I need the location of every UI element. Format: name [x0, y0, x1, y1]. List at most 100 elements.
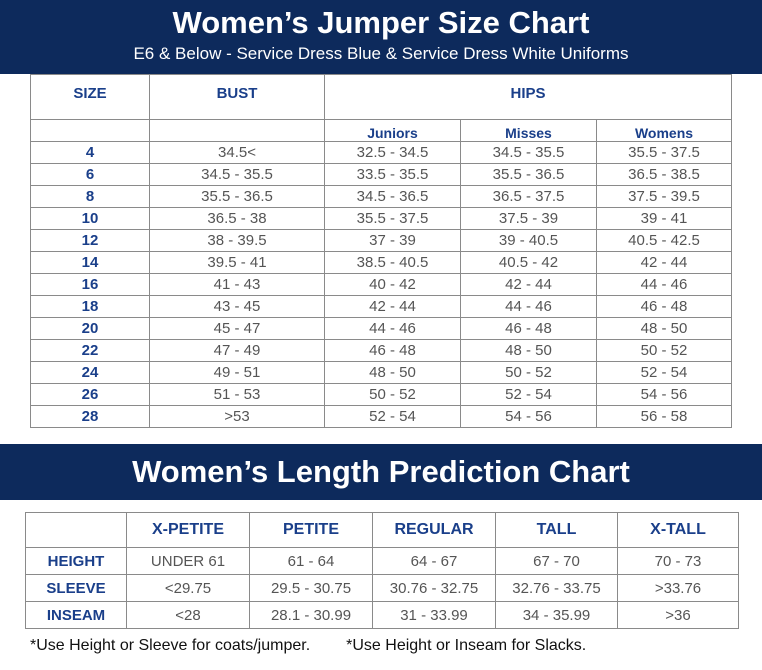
measurement-cell: 56 - 58 [595, 405, 733, 428]
measurement-cell: 40 - 42 [324, 273, 461, 296]
measurement-cell: 35.5 - 36.5 [460, 163, 597, 186]
jumper-size-table: SIZE BUST HIPS Juniors Misses Womens 4 34… [30, 74, 733, 428]
measurement-cell: 52 - 54 [460, 383, 597, 406]
measurement-cell: 54 - 56 [460, 405, 597, 428]
table-row: 8 35.5 - 36.5 34.5 - 36.5 36.5 - 37.5 37.5 -… [30, 185, 733, 208]
row-label: INSEAM [25, 601, 127, 629]
size-cell: 10 [30, 207, 150, 230]
table-row: 24 49 - 51 48 - 50 50 - 52 52 - 54 [30, 361, 733, 384]
measurement-cell: 52 - 54 [324, 405, 461, 428]
measurement-cell: >53 [149, 405, 325, 428]
measurement-cell: 34.5 - 35.5 [460, 141, 597, 164]
measurement-cell: 46 - 48 [460, 317, 597, 340]
table-row: 12 38 - 39.5 37 - 39 39 - 40.5 40.5 - 42.5 [30, 229, 733, 252]
size-cell: 12 [30, 229, 150, 252]
size-cell: 28 [30, 405, 150, 428]
table-row: 22 47 - 49 46 - 48 48 - 50 50 - 52 [30, 339, 733, 362]
measurement-cell: 31 - 33.99 [372, 601, 496, 629]
table-row: 26 51 - 53 50 - 52 52 - 54 54 - 56 [30, 383, 733, 406]
measurement-cell: 49 - 51 [149, 361, 325, 384]
row-label: SLEEVE [25, 574, 127, 602]
bust-subheader-empty [149, 119, 325, 142]
measurement-cell: 44 - 46 [460, 295, 597, 318]
length-chart-title: Women’s Length Prediction Chart [132, 454, 630, 489]
measurement-cell: 45 - 47 [149, 317, 325, 340]
measurement-cell: 34 - 35.99 [495, 601, 618, 629]
size-header: SIZE [30, 74, 150, 120]
table-row: 6 34.5 - 35.5 33.5 - 35.5 35.5 - 36.5 36.5 -… [30, 163, 733, 186]
measurement-cell: 38 - 39.5 [149, 229, 325, 252]
measurement-cell: 43 - 45 [149, 295, 325, 318]
measurement-cell: 34.5 - 36.5 [324, 185, 461, 208]
measurement-cell: 34.5< [149, 141, 325, 164]
col-header: X-TALL [617, 512, 739, 548]
measurement-cell: <28 [126, 601, 250, 629]
length-chart-banner: Women’s Length Prediction Chart [0, 444, 762, 500]
measurement-cell: 48 - 50 [595, 317, 733, 340]
table-row: SLEEVE <29.75 29.5 - 30.75 30.76 - 32.75 32.… [25, 574, 739, 602]
size-cell: 16 [30, 273, 150, 296]
measurement-cell: 37.5 - 39.5 [595, 185, 733, 208]
measurement-cell: 50 - 52 [460, 361, 597, 384]
table-row: 14 39.5 - 41 38.5 - 40.5 40.5 - 42 42 - 44 [30, 251, 733, 274]
size-cell: 6 [30, 163, 150, 186]
measurement-cell: 50 - 52 [595, 339, 733, 362]
table-row: INSEAM <28 28.1 - 30.99 31 - 33.99 34 - 35.9… [25, 601, 739, 629]
size-cell: 24 [30, 361, 150, 384]
measurement-cell: 35.5 - 37.5 [324, 207, 461, 230]
table-row: 28 >53 52 - 54 54 - 56 56 - 58 [30, 405, 733, 428]
measurement-cell: 35.5 - 37.5 [595, 141, 733, 164]
measurement-cell: 41 - 43 [149, 273, 325, 296]
col-header: REGULAR [372, 512, 496, 548]
hips-juniors-header: Juniors [324, 119, 461, 142]
note-coats-jumper: *Use Height or Sleeve for coats/jumper. [30, 637, 311, 654]
measurement-cell: 33.5 - 35.5 [324, 163, 461, 186]
measurement-cell: 47 - 49 [149, 339, 325, 362]
measurement-cell: 42 - 44 [324, 295, 461, 318]
jumper-subheader-row: Juniors Misses Womens [30, 119, 733, 142]
table-row: 16 41 - 43 40 - 42 42 - 44 44 - 46 [30, 273, 733, 296]
jumper-header-row: SIZE BUST HIPS [30, 74, 733, 120]
note-slacks: *Use Height or Inseam for Slacks. [346, 637, 587, 654]
measurement-cell: 48 - 50 [460, 339, 597, 362]
measurement-cell: 39 - 40.5 [460, 229, 597, 252]
measurement-cell: 36.5 - 37.5 [460, 185, 597, 208]
measurement-cell: 42 - 44 [460, 273, 597, 296]
size-cell: 20 [30, 317, 150, 340]
measurement-cell: 39.5 - 41 [149, 251, 325, 274]
col-header: TALL [495, 512, 618, 548]
measurement-cell: 37.5 - 39 [460, 207, 597, 230]
hips-womens-header: Womens [595, 119, 733, 142]
measurement-cell: 36.5 - 38 [149, 207, 325, 230]
measurement-cell: 36.5 - 38.5 [595, 163, 733, 186]
bust-header: BUST [149, 74, 325, 120]
measurement-cell: 29.5 - 30.75 [249, 574, 373, 602]
hips-header: HIPS [323, 74, 733, 120]
measurement-cell: 44 - 46 [595, 273, 733, 296]
size-cell: 26 [30, 383, 150, 406]
size-cell: 4 [30, 141, 150, 164]
jumper-chart-banner: Women’s Jumper Size Chart E6 & Below - S… [0, 0, 762, 74]
measurement-cell: 30.76 - 32.75 [372, 574, 496, 602]
measurement-cell: 38.5 - 40.5 [324, 251, 461, 274]
measurement-cell: <29.75 [126, 574, 250, 602]
table-row: 4 34.5< 32.5 - 34.5 34.5 - 35.5 35.5 - 37.5 [30, 141, 733, 164]
hips-misses-header: Misses [460, 119, 597, 142]
measurement-cell: 54 - 56 [595, 383, 733, 406]
size-cell: 22 [30, 339, 150, 362]
col-header: PETITE [249, 512, 373, 548]
size-subheader-empty [30, 119, 150, 142]
row-label: HEIGHT [25, 547, 127, 575]
measurement-cell: 34.5 - 35.5 [149, 163, 325, 186]
measurement-cell: >33.76 [617, 574, 739, 602]
table-row: 10 36.5 - 38 35.5 - 37.5 37.5 - 39 39 - 41 [30, 207, 733, 230]
measurement-cell: 61 - 64 [249, 547, 373, 575]
measurement-cell: 39 - 41 [595, 207, 733, 230]
size-cell: 8 [30, 185, 150, 208]
measurement-cell: 32.5 - 34.5 [324, 141, 461, 164]
table-row: 20 45 - 47 44 - 46 46 - 48 48 - 50 [30, 317, 733, 340]
measurement-cell: 48 - 50 [324, 361, 461, 384]
measurement-cell: 64 - 67 [372, 547, 496, 575]
jumper-chart-subtitle: E6 & Below - Service Dress Blue & Servic… [133, 44, 629, 63]
table-row: 18 43 - 45 42 - 44 44 - 46 46 - 48 [30, 295, 733, 318]
